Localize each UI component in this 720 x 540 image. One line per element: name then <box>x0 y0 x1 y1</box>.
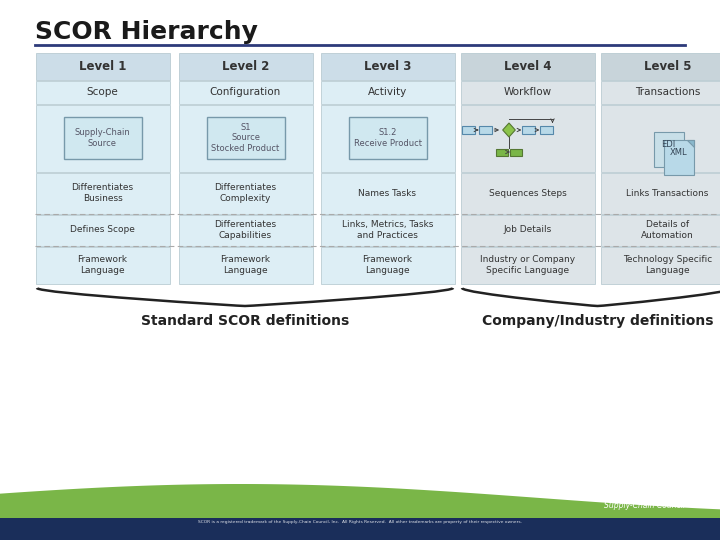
FancyBboxPatch shape <box>348 117 426 159</box>
FancyBboxPatch shape <box>461 246 595 284</box>
Text: SCOR Hierarchy: SCOR Hierarchy <box>35 20 258 44</box>
Text: XML: XML <box>670 148 688 157</box>
FancyBboxPatch shape <box>539 126 552 134</box>
FancyBboxPatch shape <box>179 105 312 172</box>
Text: Differentiates
Capabilities: Differentiates Capabilities <box>215 220 276 240</box>
Text: S1
Source
Stocked Product: S1 Source Stocked Product <box>212 123 279 153</box>
FancyBboxPatch shape <box>510 148 522 156</box>
Text: Company/Industry definitions: Company/Industry definitions <box>482 314 714 328</box>
Text: Defines Scope: Defines Scope <box>70 226 135 234</box>
FancyBboxPatch shape <box>35 246 169 284</box>
Text: Activity: Activity <box>368 87 407 97</box>
FancyBboxPatch shape <box>179 52 312 79</box>
Polygon shape <box>0 484 720 540</box>
Text: Framework
Language: Framework Language <box>78 255 127 275</box>
FancyBboxPatch shape <box>320 214 454 246</box>
FancyBboxPatch shape <box>461 172 595 213</box>
FancyBboxPatch shape <box>664 140 693 175</box>
Polygon shape <box>686 140 693 147</box>
FancyBboxPatch shape <box>461 105 595 172</box>
FancyBboxPatch shape <box>63 117 142 159</box>
Text: Links, Metrics, Tasks
and Practices: Links, Metrics, Tasks and Practices <box>342 220 433 240</box>
Text: Technology Specific
Language: Technology Specific Language <box>623 255 712 275</box>
FancyBboxPatch shape <box>461 52 595 79</box>
Text: Names Tasks: Names Tasks <box>359 188 416 198</box>
Text: Level 5: Level 5 <box>644 59 691 72</box>
FancyBboxPatch shape <box>320 172 454 213</box>
Text: Differentiates
Business: Differentiates Business <box>71 183 134 202</box>
FancyBboxPatch shape <box>600 246 720 284</box>
FancyBboxPatch shape <box>600 214 720 246</box>
FancyBboxPatch shape <box>179 80 312 104</box>
FancyBboxPatch shape <box>35 52 169 79</box>
FancyBboxPatch shape <box>600 172 720 213</box>
FancyBboxPatch shape <box>461 214 595 246</box>
FancyBboxPatch shape <box>600 80 720 104</box>
Text: Level 1: Level 1 <box>78 59 126 72</box>
FancyBboxPatch shape <box>35 172 169 213</box>
Text: Job Details: Job Details <box>503 226 552 234</box>
FancyBboxPatch shape <box>179 214 312 246</box>
FancyBboxPatch shape <box>320 246 454 284</box>
Polygon shape <box>0 518 720 540</box>
Text: Supply-Chain
Source: Supply-Chain Source <box>75 129 130 148</box>
Text: Workflow: Workflow <box>503 87 552 97</box>
Text: S1.2
Receive Product: S1.2 Receive Product <box>354 129 421 148</box>
FancyBboxPatch shape <box>35 105 169 172</box>
FancyBboxPatch shape <box>654 132 683 167</box>
Text: Supply-Chain Council: Supply-Chain Council <box>604 501 685 510</box>
FancyBboxPatch shape <box>600 52 720 79</box>
FancyBboxPatch shape <box>35 214 169 246</box>
FancyBboxPatch shape <box>179 172 312 213</box>
Text: Transactions: Transactions <box>635 87 700 97</box>
Text: Details of
Automation: Details of Automation <box>641 220 694 240</box>
FancyBboxPatch shape <box>521 126 534 134</box>
Polygon shape <box>503 123 516 137</box>
FancyBboxPatch shape <box>496 148 508 156</box>
Text: Level 4: Level 4 <box>504 59 552 72</box>
FancyBboxPatch shape <box>179 246 312 284</box>
FancyBboxPatch shape <box>479 126 492 134</box>
Text: Differentiates
Complexity: Differentiates Complexity <box>215 183 276 202</box>
FancyBboxPatch shape <box>320 52 454 79</box>
Text: Industry or Company
Specific Language: Industry or Company Specific Language <box>480 255 575 275</box>
FancyBboxPatch shape <box>462 126 474 134</box>
Text: SCOR is a registered trademark of the Supply-Chain Council, Inc.  All Rights Res: SCOR is a registered trademark of the Su… <box>198 520 522 524</box>
FancyBboxPatch shape <box>320 105 454 172</box>
Text: Level 3: Level 3 <box>364 59 411 72</box>
FancyBboxPatch shape <box>600 105 720 172</box>
FancyBboxPatch shape <box>207 117 284 159</box>
Text: Configuration: Configuration <box>210 87 281 97</box>
FancyBboxPatch shape <box>35 80 169 104</box>
Text: Framework
Language: Framework Language <box>220 255 271 275</box>
Text: EDI: EDI <box>662 140 675 149</box>
Text: Sequences Steps: Sequences Steps <box>489 188 567 198</box>
Text: Scope: Scope <box>86 87 118 97</box>
FancyBboxPatch shape <box>320 80 454 104</box>
Text: Links Transactions: Links Transactions <box>626 188 708 198</box>
Text: Standard SCOR definitions: Standard SCOR definitions <box>141 314 349 328</box>
FancyBboxPatch shape <box>461 80 595 104</box>
Text: Level 2: Level 2 <box>222 59 269 72</box>
Text: Framework
Language: Framework Language <box>362 255 413 275</box>
